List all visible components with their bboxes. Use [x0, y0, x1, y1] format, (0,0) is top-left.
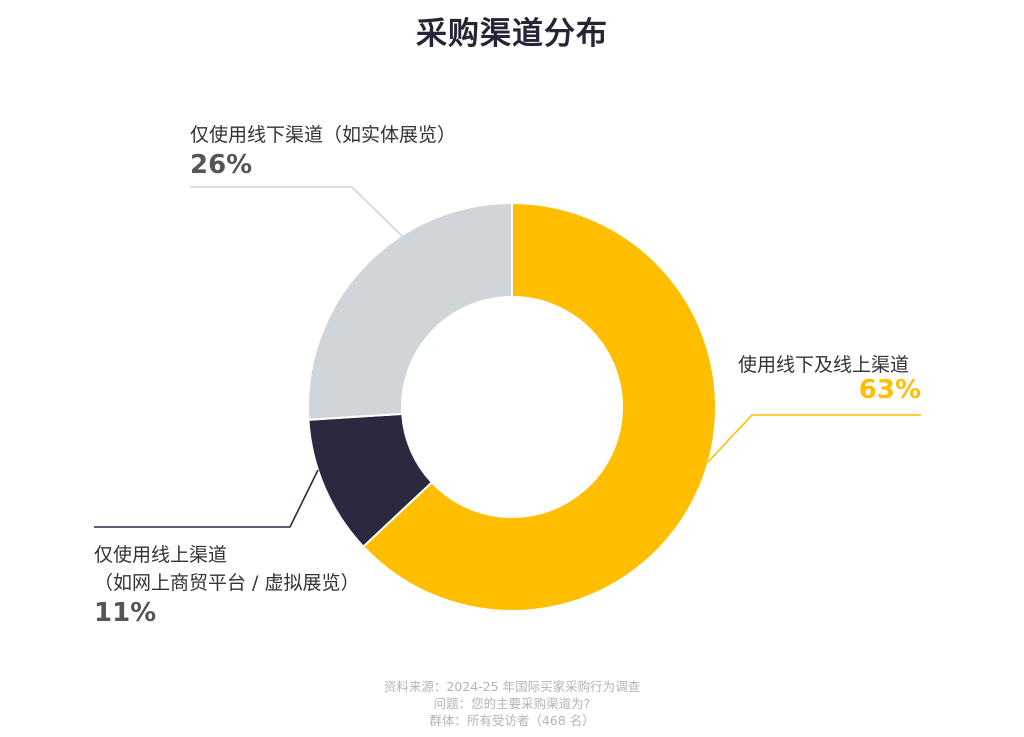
leader-both-channels [707, 414, 921, 463]
footer-base: 群体：所有受访者（468 名） [429, 713, 595, 728]
leader-offline-only [190, 186, 404, 238]
chart-title: 采购渠道分布 [416, 16, 608, 52]
footer-source: 资料来源：2024-25 年国际买家采购行为调查 [383, 679, 641, 694]
label-online-only-line1: 仅使用线上渠道 [94, 544, 228, 566]
value-offline-only: 26% [190, 150, 253, 180]
leader-online-only [94, 469, 319, 528]
value-both-channels: 63% [858, 375, 921, 405]
label-online-only-line2: （如网上商贸平台 / 虚拟展览） [94, 572, 360, 594]
label-offline-only: 仅使用线下渠道（如实体展览） [190, 124, 457, 146]
slice-offline-only [307, 201, 513, 421]
value-online-only: 11% [94, 598, 157, 628]
footer-question: 问题：您的主要采购渠道为? [433, 696, 591, 711]
label-both-channels: 使用线下及线上渠道 [738, 354, 910, 376]
slice-both-channels [361, 201, 717, 612]
